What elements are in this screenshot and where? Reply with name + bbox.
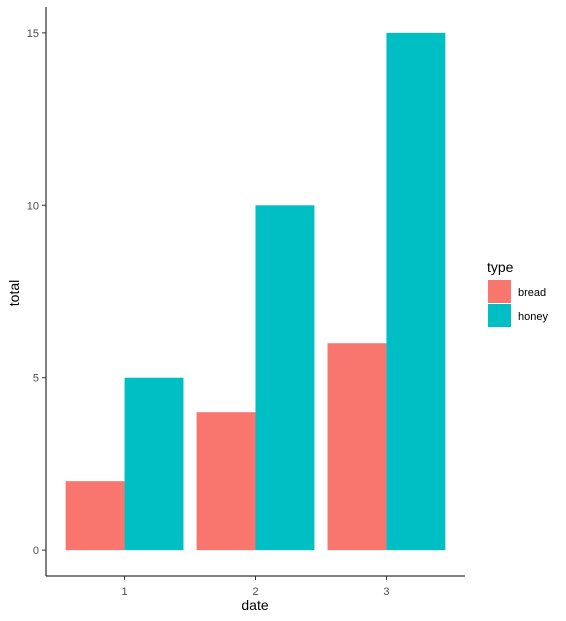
legend: type bread honey: [487, 259, 548, 327]
bar-bread-3: [327, 343, 387, 551]
bar-honey-2: [255, 205, 315, 551]
bar-bread-2: [196, 412, 256, 551]
legend-label-bread: bread: [518, 287, 546, 299]
x-axis-title: date: [241, 597, 268, 613]
legend-key-bread: [488, 280, 511, 303]
x-tick-label: 2: [252, 586, 258, 598]
bar-bread-1: [65, 481, 125, 551]
x-tick-label: 1: [122, 586, 128, 598]
y-tick-label: 0: [33, 545, 39, 557]
y-axis-title: total: [6, 280, 22, 306]
legend-title: type: [487, 259, 514, 275]
x-tick-label: 3: [383, 586, 389, 598]
y-tick-label: 10: [27, 200, 39, 212]
legend-label-honey: honey: [518, 311, 548, 323]
y-tick-label: 5: [33, 373, 39, 385]
y-tick-label: 15: [27, 28, 39, 40]
bar-honey-3: [386, 32, 446, 551]
ticks-layer: 1 2 3 0 5 10 15: [27, 28, 390, 598]
legend-key-honey: [488, 304, 511, 327]
bars-layer: [65, 32, 446, 551]
bar-honey-1: [124, 377, 184, 551]
